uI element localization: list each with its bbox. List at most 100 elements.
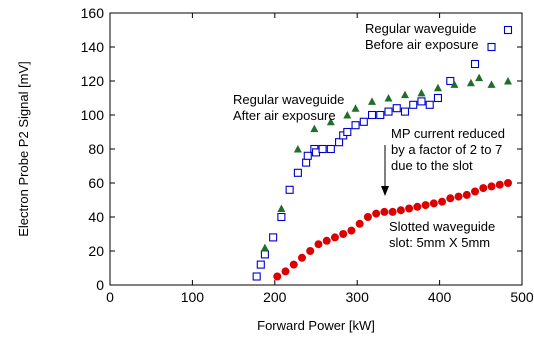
data-point-circle [405,204,414,213]
data-point-triangle [368,97,377,105]
data-point-circle [438,197,447,206]
data-point-square [392,104,401,113]
x-tick-label: 300 [346,289,370,305]
data-point-square [376,110,385,120]
data-point-square [311,148,321,157]
data-point-square [252,272,261,281]
data-point-square [470,59,480,69]
data-point-circle [503,179,512,187]
annotation-text: Slotted waveguide slot: 5mm X 5mm [389,219,495,250]
data-point-square [326,144,335,154]
data-point-circle [462,190,471,199]
annotation-line: Regular waveguide [365,21,476,36]
data-point-circle [479,184,488,193]
annotations: Regular waveguide Before air exposureRegu… [233,21,505,250]
data-point-square [318,144,327,154]
series-filled-circle [273,179,512,281]
annotation-line: Before air exposure [365,37,478,52]
data-point-circle [396,206,405,215]
data-point-circle [495,180,504,189]
data-point-square [302,158,311,167]
data-point-triangle [433,83,442,92]
data-point-circle [306,247,315,255]
data-point-circle [273,272,282,281]
data-point-square [351,121,360,130]
data-point-square [425,100,434,109]
data-point-circle [330,233,339,242]
annotation-line: MP current reduced [391,126,505,141]
data-point-square [384,107,393,116]
data-point-square [285,185,294,194]
x-axis: 0 100 200 300 400 500 [106,13,534,305]
data-point-circle [429,199,438,208]
data-point-square [335,138,344,147]
data-point-square [417,97,426,106]
y-tick-label: 100 [81,107,105,123]
x-tick-label: 500 [510,289,534,305]
data-point-triangle [487,80,496,88]
series-open-square [252,25,513,281]
data-point-square [343,127,352,137]
data-point-triangle [450,80,459,88]
data-point-triangle [384,94,393,102]
annotation-text: Regular waveguide After air exposure [233,92,344,123]
data-point-square [256,260,265,269]
x-tick-label: 0 [106,289,114,305]
data-point-square [260,250,269,259]
data-point-circle [297,253,306,262]
y-tick-label: 120 [81,73,105,89]
data-point-circle [281,267,290,276]
y-tick-label: 20 [88,243,104,259]
x-tick-label: 100 [181,289,205,305]
data-point-triangle [326,117,335,126]
data-point-square [269,233,278,242]
data-point-triangle [351,104,360,112]
data-point-circle [413,202,422,211]
annotation-line: Regular waveguide [233,92,344,107]
data-point-circle [388,207,397,216]
x-tick-label: 400 [428,289,452,305]
data-point-triangle [503,77,512,85]
data-point-square [359,117,368,126]
y-tick-label: 160 [81,5,105,21]
data-point-triangle [260,243,269,252]
data-point-triangle [466,78,475,87]
y-tick-label: 60 [88,175,104,191]
data-point-circle [289,260,298,269]
data-point-square [446,76,455,86]
data-point-triangle [417,88,426,97]
annotation-line: After air exposure [233,108,336,123]
data-point-circle [454,192,463,201]
data-point-triangle [475,73,484,82]
data-point-square [303,151,312,160]
data-point-triangle [293,145,302,153]
data-point-circle [322,236,331,245]
data-point-square [293,168,302,177]
data-point-circle [372,209,381,218]
y-axis-label: Electron Probe P2 Signal [mV] [16,61,31,237]
data-point-triangle [343,111,352,119]
data-marks [252,25,513,281]
y-axis: 0 20 40 60 80 100 120 140 160 [81,5,522,293]
series-filled-triangle [260,73,512,252]
data-point-circle [487,182,496,191]
y-tick-label: 40 [88,209,104,225]
data-point-square [433,93,443,103]
data-point-triangle [400,90,409,99]
annotation-arrow-head [381,186,389,196]
data-point-circle [380,207,389,216]
annotation-line: slot: 5mm X 5mm [389,235,490,250]
data-point-square [487,42,496,52]
x-axis-label: Forward Power [kW] [257,318,375,333]
data-point-circle [471,187,480,196]
y-tick-label: 0 [96,277,104,293]
annotation-text: Regular waveguide Before air exposure [365,21,478,52]
data-point-circle [339,230,348,238]
data-point-square [503,25,513,35]
annotation-line: Slotted waveguide [389,219,495,234]
data-point-circle [446,194,455,203]
data-point-circle [363,213,372,221]
data-point-circle [355,219,364,228]
